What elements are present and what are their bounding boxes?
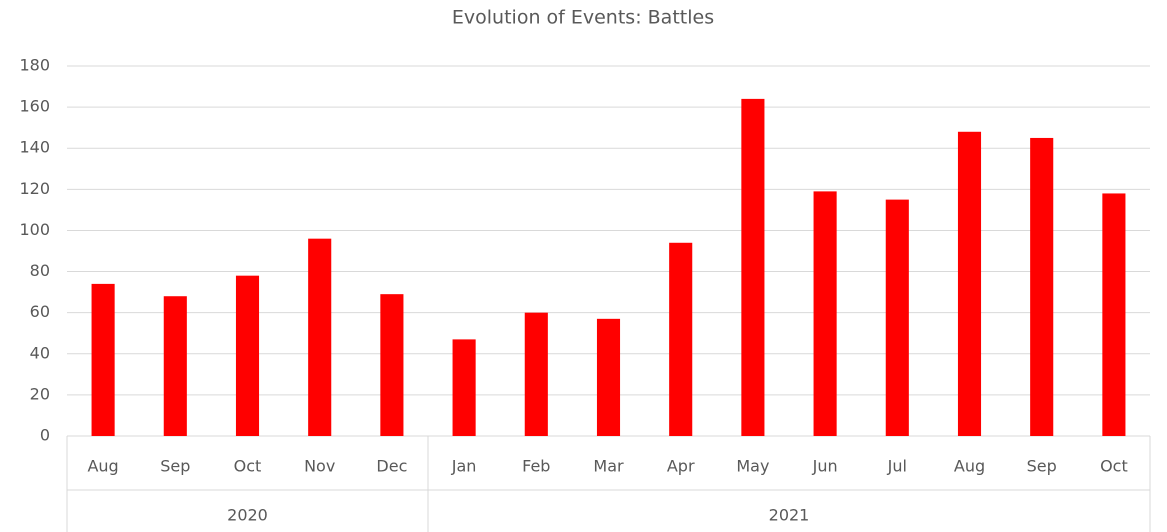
bar [163, 296, 187, 436]
x-tick-label: Sep [1027, 457, 1057, 476]
y-tick-label: 60 [30, 302, 50, 321]
bar [524, 312, 548, 436]
bar [91, 283, 115, 436]
y-tick-label: 100 [19, 220, 50, 239]
bar [1030, 137, 1054, 436]
y-tick-label: 120 [19, 179, 50, 198]
x-tick-label: Jan [451, 457, 477, 476]
x-tick-label: Jun [812, 457, 838, 476]
x-tick-label: Aug [954, 457, 985, 476]
x-tick-label: Oct [1100, 457, 1128, 476]
x-tick-label: Feb [522, 457, 550, 476]
x-tick-label: Apr [667, 457, 695, 476]
y-tick-label: 180 [19, 56, 50, 75]
bar [813, 191, 837, 436]
group-label: 2021 [769, 506, 810, 525]
x-tick-label: Nov [304, 457, 335, 476]
x-tick-label: Mar [593, 457, 624, 476]
x-tick-label: Oct [234, 457, 262, 476]
x-tick-label: Jul [887, 457, 907, 476]
bar [380, 294, 404, 436]
bar [235, 275, 260, 436]
bar [308, 238, 332, 436]
y-tick-label: 80 [30, 261, 50, 280]
x-tick-label: Sep [160, 457, 190, 476]
group-label: 2020 [227, 506, 268, 525]
x-tick-label: Aug [87, 457, 118, 476]
bar [1102, 193, 1126, 436]
y-tick-label: 0 [40, 426, 50, 445]
chart-title: Evolution of Events: Battles [452, 7, 714, 29]
bar [669, 242, 693, 436]
bar [957, 131, 982, 436]
bar [885, 199, 909, 436]
y-tick-label: 140 [19, 138, 50, 157]
bar [596, 318, 621, 436]
y-tick-label: 160 [19, 97, 50, 116]
y-tick-label: 40 [30, 343, 50, 362]
bar [452, 339, 476, 436]
x-tick-label: Dec [376, 457, 407, 476]
y-tick-label: 20 [30, 384, 50, 403]
bar [741, 98, 765, 436]
x-tick-label: May [736, 457, 769, 476]
